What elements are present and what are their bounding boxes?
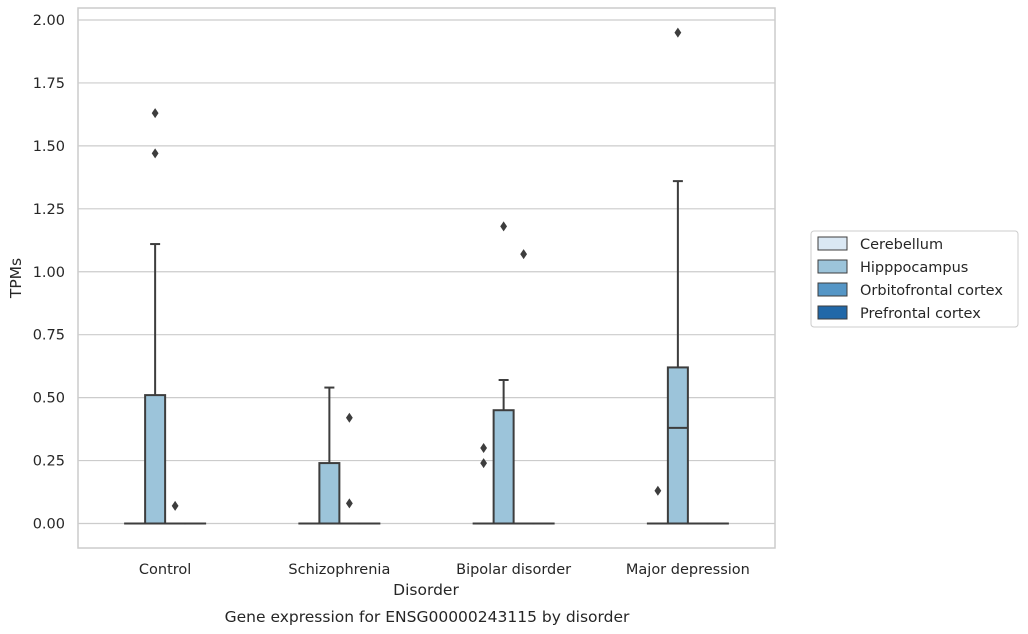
legend-label: Orbitofrontal cortex [860, 283, 1003, 299]
outlier-point [345, 498, 353, 509]
outlier-point [520, 249, 528, 260]
legend-swatch [817, 236, 848, 251]
outlier-point [151, 108, 159, 119]
legend: Cerebellum Hipppocampus Orbitofrontal cort… [810, 230, 1019, 328]
x-axis-title: Disorder [393, 581, 459, 599]
plot-frame [77, 7, 776, 549]
x-tick-label: Schizophrenia [288, 562, 390, 578]
y-tick-label: 0.00 [33, 517, 65, 533]
outlier-point [345, 412, 353, 423]
legend-swatch [817, 282, 848, 297]
y-tick-label: 1.25 [33, 202, 65, 218]
legend-frame [810, 230, 1019, 328]
y-tick-label: 0.25 [33, 454, 65, 470]
box-rect [492, 409, 515, 525]
legend-label: Hipppocampus [860, 260, 968, 276]
box-group [512, 249, 535, 525]
y-tick-label: 1.00 [33, 265, 65, 281]
legend-item: Orbitofrontal cortex [817, 282, 1003, 299]
outlier-point [171, 500, 179, 511]
box-rect [144, 394, 167, 525]
legend-swatch [817, 305, 848, 320]
legend-swatch [817, 259, 848, 274]
legend-label: Prefrontal cortex [860, 306, 981, 322]
y-tick-label: 2.00 [33, 13, 65, 29]
box-rect [318, 462, 341, 525]
legend-item: Hipppocampus [817, 259, 968, 276]
y-tick-label: 0.50 [33, 391, 65, 407]
legend-label: Cerebellum [860, 237, 943, 253]
outlier-point [480, 458, 488, 469]
y-axis-ticks: 0.00 0.25 0.50 0.75 1.00 1.25 1.50 1.75 2.00 [33, 13, 65, 533]
box-group [318, 386, 341, 525]
y-tick-label: 0.75 [33, 328, 65, 344]
outlier-point [654, 485, 662, 496]
box-group [144, 108, 167, 525]
x-axis-ticks: Control Schizophrenia Bipolar disorder Majo… [139, 562, 750, 578]
y-axis-title: TPMs [7, 258, 25, 299]
y-tick-label: 1.50 [33, 139, 65, 155]
chart-caption: Gene expression for ENSG00000243115 by d… [225, 608, 630, 626]
box-rect [666, 366, 689, 525]
y-tick-label: 1.75 [33, 76, 65, 92]
outlier-point [151, 148, 159, 159]
outlier-point [500, 221, 508, 232]
legend-item: Prefrontal cortex [817, 305, 981, 322]
outlier-point [480, 442, 488, 453]
series-hipppocampus [144, 27, 689, 525]
x-tick-label: Major depression [626, 562, 750, 578]
box-group [492, 221, 515, 525]
x-tick-label: Bipolar disorder [456, 562, 571, 578]
legend-item: Cerebellum [817, 236, 943, 253]
x-tick-label: Control [139, 562, 191, 578]
outlier-point [674, 27, 682, 38]
box-series [124, 27, 729, 525]
box-group [666, 27, 689, 525]
